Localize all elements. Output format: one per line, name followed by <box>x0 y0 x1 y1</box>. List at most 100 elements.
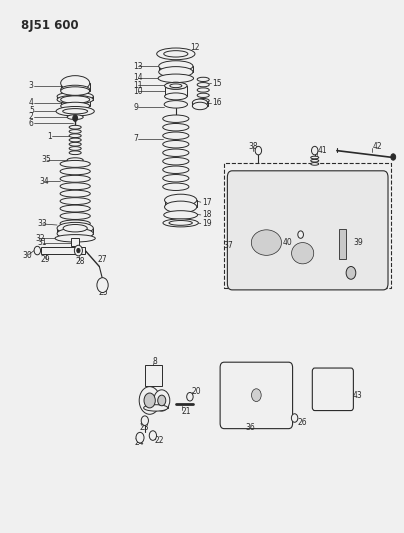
Ellipse shape <box>69 138 81 142</box>
Ellipse shape <box>61 87 90 95</box>
Ellipse shape <box>251 230 282 255</box>
Ellipse shape <box>57 222 93 234</box>
Ellipse shape <box>61 102 90 110</box>
Ellipse shape <box>192 102 208 110</box>
Ellipse shape <box>192 99 208 107</box>
Bar <box>145 365 162 386</box>
Text: 9: 9 <box>134 102 139 111</box>
Text: 24: 24 <box>135 439 144 448</box>
Ellipse shape <box>69 125 81 129</box>
Bar <box>143 400 168 408</box>
Ellipse shape <box>163 158 189 165</box>
Ellipse shape <box>60 205 90 212</box>
Ellipse shape <box>164 194 197 206</box>
Text: 10: 10 <box>134 86 143 95</box>
Ellipse shape <box>158 74 194 83</box>
Ellipse shape <box>69 151 81 155</box>
Text: 23: 23 <box>140 423 149 432</box>
Circle shape <box>34 246 40 255</box>
Text: 3: 3 <box>29 81 34 90</box>
Bar <box>164 86 187 96</box>
Ellipse shape <box>61 85 90 94</box>
Text: 39: 39 <box>353 238 363 247</box>
Circle shape <box>141 416 148 425</box>
Text: 18: 18 <box>202 211 212 220</box>
Ellipse shape <box>69 130 81 133</box>
Text: 41: 41 <box>318 146 328 155</box>
Ellipse shape <box>169 221 192 225</box>
Text: 14: 14 <box>134 73 143 82</box>
Ellipse shape <box>69 147 81 150</box>
Ellipse shape <box>57 95 93 104</box>
Text: 17: 17 <box>202 198 212 207</box>
Ellipse shape <box>163 183 189 190</box>
Circle shape <box>158 395 166 406</box>
FancyBboxPatch shape <box>227 171 388 290</box>
Ellipse shape <box>69 142 81 146</box>
Ellipse shape <box>164 101 187 108</box>
Text: 4: 4 <box>29 98 34 107</box>
Ellipse shape <box>60 175 90 182</box>
Bar <box>61 100 90 106</box>
Ellipse shape <box>164 82 187 89</box>
Bar <box>57 96 93 100</box>
Ellipse shape <box>61 96 90 103</box>
Ellipse shape <box>55 235 95 242</box>
Ellipse shape <box>63 109 88 114</box>
Circle shape <box>291 414 298 422</box>
Circle shape <box>97 278 108 293</box>
Circle shape <box>74 245 82 256</box>
Text: 31: 31 <box>37 238 46 247</box>
Ellipse shape <box>197 93 209 98</box>
Text: 34: 34 <box>39 177 49 186</box>
FancyBboxPatch shape <box>312 368 354 410</box>
Circle shape <box>77 248 80 253</box>
Ellipse shape <box>57 92 93 101</box>
Text: 38: 38 <box>248 142 258 151</box>
Circle shape <box>252 389 261 401</box>
Circle shape <box>144 393 155 408</box>
Bar <box>339 229 346 259</box>
Ellipse shape <box>311 156 319 159</box>
Ellipse shape <box>60 183 90 190</box>
Text: 28: 28 <box>75 257 85 265</box>
Ellipse shape <box>60 220 90 227</box>
Text: 32: 32 <box>35 234 44 243</box>
Text: 36: 36 <box>246 423 255 432</box>
Text: 6: 6 <box>29 119 34 128</box>
Text: 11: 11 <box>134 80 143 90</box>
Ellipse shape <box>163 141 189 148</box>
Text: 7: 7 <box>134 134 139 143</box>
Ellipse shape <box>163 219 198 227</box>
Ellipse shape <box>69 134 81 138</box>
Ellipse shape <box>56 107 94 116</box>
Text: 12: 12 <box>190 43 200 52</box>
Text: 22: 22 <box>155 437 164 446</box>
Ellipse shape <box>197 83 209 87</box>
Ellipse shape <box>197 88 209 92</box>
Ellipse shape <box>163 124 189 131</box>
Ellipse shape <box>163 132 189 140</box>
Ellipse shape <box>311 159 319 162</box>
Ellipse shape <box>67 158 83 163</box>
Ellipse shape <box>164 211 198 219</box>
Circle shape <box>154 390 170 411</box>
Text: 13: 13 <box>134 62 143 70</box>
Text: 25: 25 <box>99 287 108 296</box>
Ellipse shape <box>163 115 189 123</box>
Ellipse shape <box>164 93 187 100</box>
Text: 16: 16 <box>212 98 222 107</box>
Circle shape <box>255 147 261 155</box>
Text: 20: 20 <box>191 387 201 396</box>
Circle shape <box>139 386 160 414</box>
Bar <box>71 238 79 246</box>
Text: 30: 30 <box>23 252 33 260</box>
Ellipse shape <box>159 67 193 77</box>
Text: 2: 2 <box>29 112 34 121</box>
Bar <box>224 163 391 288</box>
Ellipse shape <box>63 224 87 232</box>
Circle shape <box>149 431 156 440</box>
Ellipse shape <box>60 190 90 197</box>
Ellipse shape <box>159 61 193 71</box>
Text: 15: 15 <box>212 78 222 87</box>
